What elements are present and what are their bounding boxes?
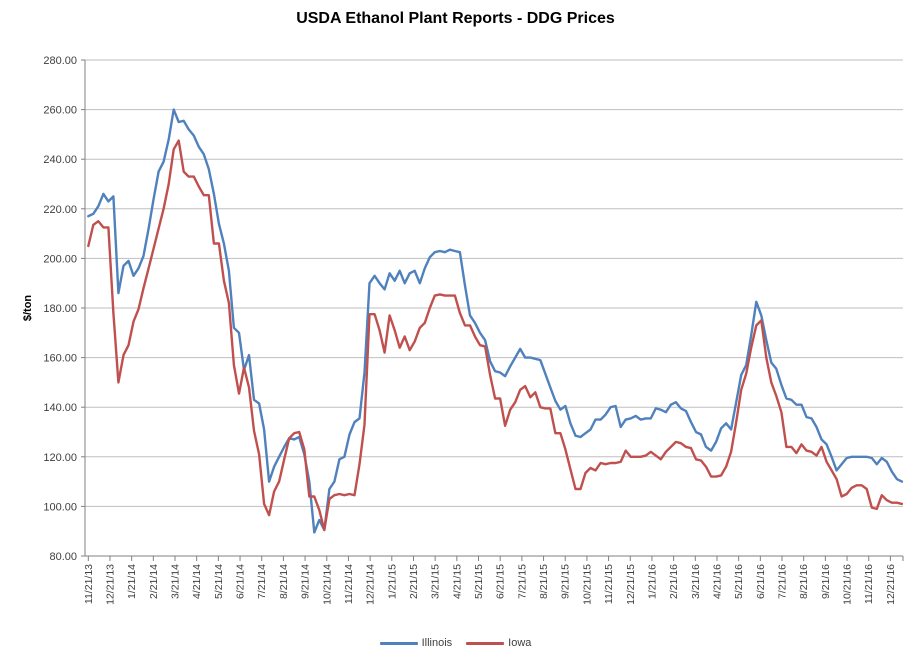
svg-text:120.00: 120.00 xyxy=(43,452,77,464)
svg-text:4/21/15: 4/21/15 xyxy=(451,564,463,599)
series-line-illinois xyxy=(87,108,904,534)
svg-text:9/21/15: 9/21/15 xyxy=(560,564,572,599)
svg-text:8/21/16: 8/21/16 xyxy=(798,564,810,599)
legend-label-illinois: Illinois xyxy=(421,637,453,649)
svg-text:3/21/15: 3/21/15 xyxy=(430,564,442,599)
svg-text:7/21/15: 7/21/15 xyxy=(516,564,528,599)
y-gridlines xyxy=(85,59,903,557)
svg-text:1/21/14: 1/21/14 xyxy=(126,564,138,599)
svg-text:11/21/14: 11/21/14 xyxy=(343,564,355,604)
svg-text:140.00: 140.00 xyxy=(43,402,77,414)
svg-text:4/21/16: 4/21/16 xyxy=(711,564,723,599)
legend-item-iowa: Iowa xyxy=(466,637,531,649)
svg-text:5/21/16: 5/21/16 xyxy=(733,564,745,599)
svg-text:3/21/16: 3/21/16 xyxy=(690,564,702,599)
svg-text:7/21/14: 7/21/14 xyxy=(256,564,268,599)
svg-text:10/21/16: 10/21/16 xyxy=(842,564,854,605)
chart-title: USDA Ethanol Plant Reports - DDG Prices xyxy=(296,10,615,27)
svg-text:220.00: 220.00 xyxy=(43,204,77,216)
svg-text:100.00: 100.00 xyxy=(43,501,77,513)
chart-legend: Illinois Iowa xyxy=(0,637,911,649)
svg-text:9/21/14: 9/21/14 xyxy=(300,564,312,599)
svg-text:80.00: 80.00 xyxy=(49,551,77,563)
svg-text:8/21/15: 8/21/15 xyxy=(538,564,550,599)
x-axis-labels: 11/21/13 12/21/13 1/21/14 2/21/14 3/21/14 4/2… xyxy=(83,564,897,605)
svg-text:12/21/14: 12/21/14 xyxy=(365,564,377,605)
svg-text:260.00: 260.00 xyxy=(43,105,77,117)
svg-text:6/21/15: 6/21/15 xyxy=(495,564,507,599)
svg-text:6/21/16: 6/21/16 xyxy=(755,564,767,599)
svg-text:12/21/13: 12/21/13 xyxy=(104,564,116,605)
svg-text:11/21/13: 11/21/13 xyxy=(83,564,95,604)
legend-item-illinois: Illinois xyxy=(379,637,453,649)
svg-text:10/21/15: 10/21/15 xyxy=(581,564,593,605)
svg-text:10/21/14: 10/21/14 xyxy=(321,564,333,605)
svg-text:280.00: 280.00 xyxy=(43,55,77,67)
svg-text:3/21/14: 3/21/14 xyxy=(170,564,182,599)
legend-line-swatch-illinois xyxy=(379,641,418,645)
svg-text:12/21/15: 12/21/15 xyxy=(625,564,637,605)
x-axis-ticks xyxy=(87,556,891,561)
svg-text:200.00: 200.00 xyxy=(43,253,77,265)
svg-text:7/21/16: 7/21/16 xyxy=(777,564,789,599)
svg-text:5/21/14: 5/21/14 xyxy=(213,564,225,599)
svg-text:12/21/16: 12/21/16 xyxy=(885,564,897,605)
svg-text:6/21/14: 6/21/14 xyxy=(235,564,247,599)
svg-text:5/21/15: 5/21/15 xyxy=(473,564,485,599)
svg-text:2/21/15: 2/21/15 xyxy=(408,564,420,599)
svg-text:8/21/14: 8/21/14 xyxy=(278,564,290,599)
svg-text:9/21/16: 9/21/16 xyxy=(820,564,832,599)
svg-text:180.00: 180.00 xyxy=(43,303,77,315)
svg-text:11/21/16: 11/21/16 xyxy=(863,564,875,604)
svg-text:1/21/16: 1/21/16 xyxy=(646,564,658,599)
y-axis-title: $/ton xyxy=(22,295,34,322)
y-axis-ticks xyxy=(81,59,85,557)
svg-text:4/21/14: 4/21/14 xyxy=(191,564,203,599)
svg-text:2/21/16: 2/21/16 xyxy=(668,564,680,599)
series-line-iowa xyxy=(87,139,904,532)
svg-text:11/21/15: 11/21/15 xyxy=(603,564,615,604)
svg-text:1/21/15: 1/21/15 xyxy=(386,564,398,599)
svg-text:240.00: 240.00 xyxy=(43,154,77,166)
y-axis-labels: 80.00 100.00 120.00 140.00 160.00 180.00 200.0… xyxy=(43,55,77,563)
svg-text:160.00: 160.00 xyxy=(43,353,77,365)
legend-label-iowa: Iowa xyxy=(508,637,532,649)
legend-line-swatch-iowa xyxy=(466,641,505,645)
svg-text:2/21/14: 2/21/14 xyxy=(148,564,160,599)
